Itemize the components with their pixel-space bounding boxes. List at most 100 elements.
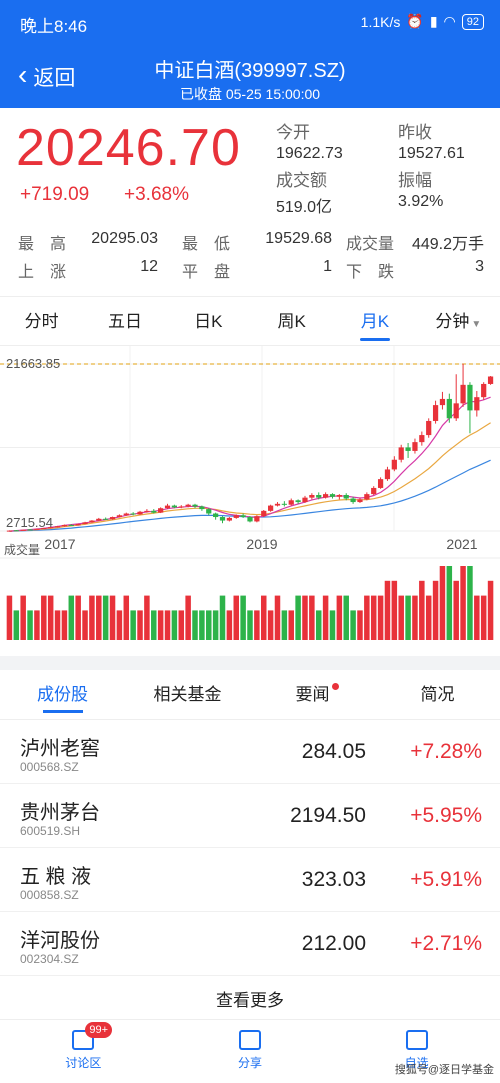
volume-bar (212, 610, 219, 640)
up-label: 上 涨 (18, 264, 67, 281)
comment-icon (72, 1030, 95, 1050)
volume-bar (102, 595, 109, 640)
page-title: 中证白酒(399997.SZ) (154, 60, 346, 82)
amplitude-stat: 振幅 3.92% (398, 166, 443, 211)
tab-related-funds[interactable]: 相关基金 (153, 685, 222, 704)
add-watchlist-button[interactable]: 自选 (333, 1020, 500, 1083)
price-change: +719.09 (20, 184, 90, 205)
tab-minute-label: 分钟 (435, 312, 470, 331)
ma2-line (9, 422, 491, 532)
candle-body (213, 513, 219, 518)
candle-body (274, 503, 281, 506)
volume-bar (281, 610, 288, 640)
stock-change-pct: +7.28% (410, 740, 482, 763)
view-more-button[interactable]: 查看更多 (0, 982, 500, 1020)
stock-row[interactable]: 五 粮 液 000858.SZ 323.03 +5.91% (0, 848, 500, 912)
tab-constituents[interactable]: 成份股 (0, 670, 125, 719)
open-stat: 今开 19622.73 (276, 118, 343, 163)
volume-bar (123, 595, 130, 640)
volume-bar (185, 595, 191, 640)
share-button[interactable]: 分享 (167, 1020, 334, 1083)
detail-tabs: 成份股 相关基金 要闻 简况 (0, 670, 500, 720)
open-label: 今开 (276, 123, 310, 142)
candle-body (206, 509, 212, 514)
stock-change-pct: +5.91% (410, 868, 482, 891)
candle-body (226, 517, 232, 521)
candle-body (446, 398, 452, 419)
signal-icon: ▮ (429, 13, 438, 29)
candle-body (384, 469, 391, 480)
battery-icon: 92 (461, 13, 484, 30)
candle-body (432, 405, 439, 421)
volume-bar (329, 610, 336, 640)
volume-axis-label: 成交量 (4, 542, 40, 557)
candle-body (130, 513, 136, 515)
volume-bar (460, 566, 466, 640)
candle-body (329, 494, 336, 497)
volume-bar (425, 595, 432, 640)
candle-body (343, 495, 349, 499)
tab-intraday[interactable]: 分时 (24, 312, 59, 331)
stock-name: 泸州老窖 (20, 738, 100, 760)
candle-body (178, 506, 184, 508)
tab-five-day[interactable]: 五日 (107, 312, 142, 331)
candle-body (309, 495, 315, 498)
volume-bar (419, 580, 425, 640)
candle-body (268, 505, 274, 511)
volume-bar (219, 595, 226, 640)
candle-body (439, 398, 446, 406)
high-value: 20295.03 (91, 230, 158, 247)
candle-body (34, 528, 40, 530)
volume-bar (432, 580, 439, 640)
candle-body (426, 420, 432, 436)
stock-row[interactable]: 贵州茅台 600519.SH 2194.50 +5.95% (0, 784, 500, 848)
kline-chart[interactable]: 21663.85 2715.54 2017 2019 2021 成交量 (0, 346, 500, 646)
candle-body (419, 435, 425, 443)
kline-svg: 21663.85 2715.54 2017 2019 2021 成交量 (0, 346, 500, 640)
volume-bar (453, 580, 459, 640)
candle-body (116, 515, 123, 518)
candle-body (460, 384, 466, 404)
volume-bar (54, 610, 61, 640)
candle-body (27, 529, 33, 531)
volume-bar (171, 610, 178, 640)
x-tick-label: 2019 (246, 536, 277, 552)
discuss-button[interactable]: 99+ 讨论区 (0, 1020, 167, 1083)
stock-row[interactable]: 泸州老窖 000568.SZ 284.05 +7.28% (0, 720, 500, 784)
prev-close-label: 昨收 (398, 123, 432, 142)
up-value: 12 (140, 258, 158, 275)
candle-body (412, 442, 418, 451)
nav-bar: ‹ 返回 中证白酒(399997.SZ) 已收盘 05-25 15:00:00 (0, 44, 500, 108)
volume-bar (61, 610, 68, 640)
share-label: 分享 (238, 1056, 263, 1070)
stats-row-2: 上 涨 12 平 盘 1 下 跌 3 (18, 258, 484, 282)
plus-icon (405, 1030, 428, 1050)
candle-body (405, 447, 411, 451)
amplitude-label: 振幅 (398, 171, 432, 190)
candle-body (288, 500, 294, 505)
tab-weekly-k[interactable]: 周K (277, 312, 306, 331)
candle-body (371, 487, 377, 495)
stock-row[interactable]: 洋河股份 002304.SZ 212.00 +2.71% (0, 912, 500, 976)
volume-bar (144, 595, 150, 640)
back-button[interactable]: ‹ 返回 (18, 61, 75, 92)
wifi-icon: ◠ (443, 13, 456, 29)
candle-body (391, 459, 397, 470)
tab-news[interactable]: 要闻 (250, 670, 375, 719)
prev-close-stat: 昨收 19527.61 (398, 118, 465, 163)
flat-label: 平 盘 (182, 264, 231, 281)
volume-bar (137, 610, 143, 640)
tab-minute[interactable]: 分钟 ▼ (417, 297, 500, 345)
volume-bar (192, 610, 198, 640)
volume-bar (274, 595, 281, 640)
candle-body (103, 518, 109, 520)
candle-body (75, 524, 81, 526)
tab-profile[interactable]: 简况 (420, 685, 455, 704)
candle-body (6, 530, 13, 532)
down-value: 3 (475, 258, 484, 275)
tab-daily-k[interactable]: 日K (194, 312, 223, 331)
candle-body (151, 510, 157, 513)
candle-body (295, 500, 301, 503)
tab-monthly-k[interactable]: 月K (333, 297, 416, 345)
candle-body (89, 520, 95, 523)
